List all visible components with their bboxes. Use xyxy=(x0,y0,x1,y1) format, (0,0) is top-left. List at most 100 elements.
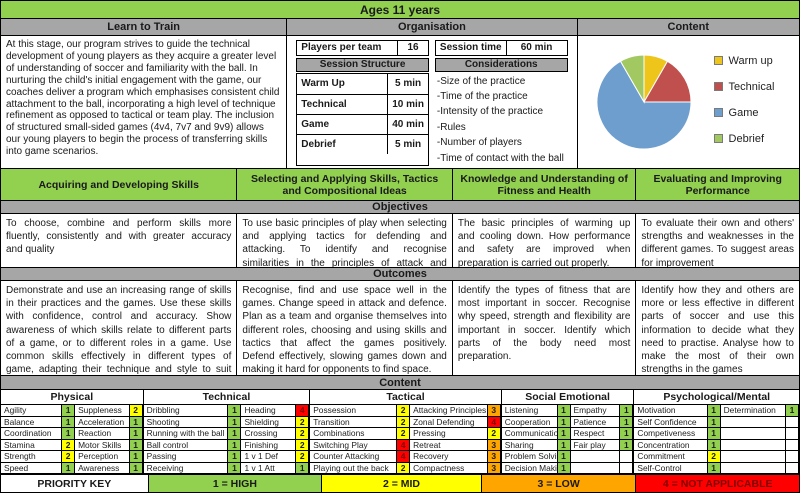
skill-priority-value: 1 xyxy=(228,416,242,428)
skill-item-label: Retreat xyxy=(410,439,488,451)
organisation-header: Organisation xyxy=(287,19,578,35)
skill-priority-value: 4 xyxy=(397,451,411,463)
skill-item-label: Problem Solving xyxy=(501,451,558,463)
objective-cell: The basic principles of warming up and c… xyxy=(453,214,637,267)
objective-cell: To use basic principles of play when sel… xyxy=(237,214,453,267)
consideration-item: -Number of players xyxy=(436,137,522,149)
skill-item-label: Playing out the back xyxy=(310,462,398,474)
session-structure-row: Technical 10 min xyxy=(297,93,428,114)
skill-item-label xyxy=(570,462,621,474)
priority-key-label: PRIORITY KEY xyxy=(1,475,149,492)
skill-priority-value: 1 xyxy=(620,439,634,451)
skill-priority-value xyxy=(786,439,799,451)
skill-priority-value: 1 xyxy=(557,405,571,417)
skill-item-label: Motor Skills xyxy=(75,439,130,451)
content-column-tactical: Tactical Possession 2 Attacking Principles 3… xyxy=(310,390,502,474)
skill-item-label: Combinations xyxy=(310,428,398,440)
content-column-header: Technical xyxy=(143,390,310,405)
skill-priority-value: 1 xyxy=(62,405,76,417)
skill-priority-value: 1 xyxy=(557,462,571,474)
skill-item-label: Determination xyxy=(720,405,786,417)
skill-priority-value: 2 xyxy=(62,451,76,463)
strand-header-selecting: Selecting and Applying Skills, Tactics a… xyxy=(237,169,453,200)
outcomes-row: Demonstrate and use an increasing range … xyxy=(1,281,799,376)
skill-item-label: Perception xyxy=(75,451,130,463)
skill-item-label xyxy=(720,428,786,440)
skill-item-label: Heading xyxy=(241,405,297,417)
organisation-main: Warm Up 5 min Technical 10 min Game 40 m… xyxy=(296,72,567,166)
skill-priority-value: 3 xyxy=(487,462,501,474)
organisation-subheaders: Session Structure Considerations xyxy=(296,57,568,72)
skill-priority-value: 2 xyxy=(397,416,411,428)
skill-priority-value: 2 xyxy=(707,451,721,463)
skill-priority-value: 3 xyxy=(487,451,501,463)
content-column-header: Tactical xyxy=(310,390,501,405)
skill-priority-value: 1 xyxy=(557,451,571,463)
considerations-list: -Size of the practice -Time of the practi… xyxy=(435,74,568,166)
priority-key-item-4: 4 = NOT APPLICABLE xyxy=(636,475,799,492)
skill-priority-value: 1 xyxy=(296,462,310,474)
skill-priority-value: 1 xyxy=(129,462,143,474)
skill-item-label: Listening xyxy=(501,405,558,417)
skill-priority-value: 1 xyxy=(129,416,143,428)
skill-priority-value: 4 xyxy=(487,416,501,428)
skill-item-label: Stamina xyxy=(1,439,63,451)
skill-item-label: Motivation xyxy=(634,405,708,417)
phase-duration: 5 min xyxy=(395,138,422,150)
skill-priority-value: 2 xyxy=(296,439,310,451)
skill-priority-value: 4 xyxy=(397,439,411,451)
legend-marker-icon xyxy=(713,82,723,91)
skill-priority-value: 1 xyxy=(129,439,143,451)
skill-priority-value xyxy=(786,451,799,463)
session-structure-row: Game 40 min xyxy=(297,113,428,134)
skill-priority-value: 1 xyxy=(557,428,571,440)
skill-item-label: Pressing xyxy=(410,428,488,440)
consideration-item: -Time of the practice xyxy=(436,90,528,102)
skill-strand-headers: Acquiring and Developing Skills Selectin… xyxy=(1,169,799,201)
outcome-cell: Identify how they and others are more or… xyxy=(641,285,794,375)
skill-item-label: Transition xyxy=(310,416,398,428)
skill-priority-value: 1 xyxy=(707,405,721,417)
skill-priority-value: 1 xyxy=(62,416,76,428)
skill-item-label xyxy=(570,451,621,463)
skill-priority-value: 1 xyxy=(707,416,721,428)
players-per-team-value: 16 xyxy=(407,42,419,54)
skill-item-label xyxy=(720,416,786,428)
content-panel-header: Content xyxy=(577,19,799,35)
considerations-header: Considerations xyxy=(434,57,568,72)
legend-label: Debrief xyxy=(728,132,765,145)
skill-priority-value: 1 xyxy=(129,428,143,440)
skill-item-label: Acceleration xyxy=(75,416,130,428)
skill-priority-value xyxy=(786,462,799,474)
content-priority-table: Physical Agility 1 Suppleness 2 Balance 1 Accel… xyxy=(1,390,799,475)
strand-header-knowledge: Knowledge and Understanding of Fitness a… xyxy=(452,169,637,200)
consideration-item: -Rules xyxy=(436,121,466,133)
skill-item-label: 1 v 1 Def xyxy=(241,451,297,463)
skill-priority-value: 2 xyxy=(296,451,310,463)
skill-item-label: Suppleness xyxy=(75,405,130,417)
phase-duration: 40 min xyxy=(392,118,424,130)
session-structure-row: Debrief 5 min xyxy=(297,133,428,154)
session-structure-table: Warm Up 5 min Technical 10 min Game 40 m… xyxy=(296,72,429,166)
players-per-team-cell: Players per team 16 xyxy=(296,40,429,56)
objectives-band: Objectives xyxy=(1,201,799,214)
skill-item-label: Attacking Principles xyxy=(410,405,488,417)
skill-item-label: Counter Attacking xyxy=(310,451,398,463)
skill-item-label xyxy=(720,439,786,451)
skill-item-label xyxy=(720,462,786,474)
top-section-headers: Learn to Train Organisation Content xyxy=(1,19,799,36)
skill-priority-value xyxy=(786,416,799,428)
skill-priority-value: 3 xyxy=(487,439,501,451)
priority-key-item-1: 1 = HIGH xyxy=(148,475,323,492)
skill-item-label: Coordination xyxy=(1,428,63,440)
skill-item-label: Finishing xyxy=(241,439,297,451)
skill-priority-value: 2 xyxy=(129,405,143,417)
pie-slice-debrief xyxy=(619,54,645,104)
consideration-item: -Size of the practice xyxy=(436,75,526,87)
consideration-item: -Intensity of the practice xyxy=(436,106,544,118)
skill-item-label: Self Confidence xyxy=(634,416,708,428)
players-per-team-label: Players per team xyxy=(297,41,399,55)
skill-item-label: Shielding xyxy=(241,416,297,428)
skill-priority-value: 1 xyxy=(228,439,242,451)
